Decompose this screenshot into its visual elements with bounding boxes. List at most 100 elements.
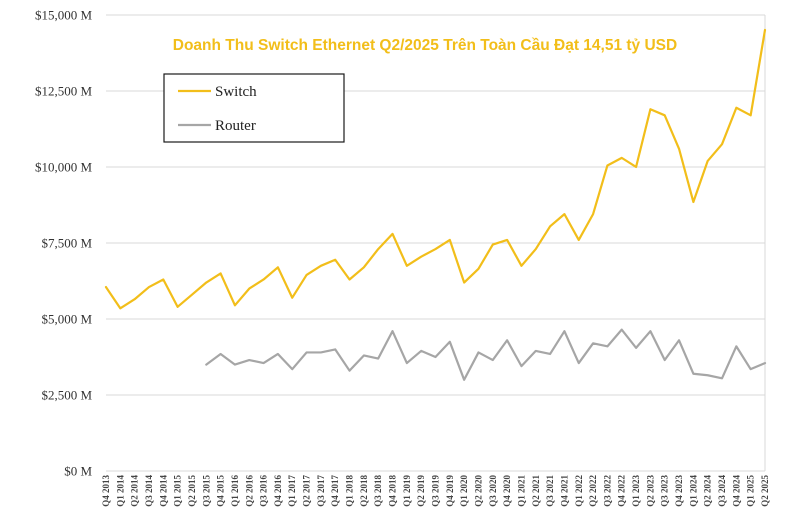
- y-tick-label: $5,000 M: [41, 312, 92, 327]
- data-point-switch: [333, 258, 337, 262]
- x-tick-label: Q2 2025: [760, 475, 770, 507]
- x-tick-label: Q3 2014: [144, 475, 154, 507]
- y-tick-label: $0 M: [64, 464, 92, 479]
- x-tick-label: Q2 2015: [187, 475, 197, 507]
- data-point-router: [261, 361, 265, 365]
- data-point-router: [591, 341, 595, 345]
- data-point-switch: [290, 296, 294, 300]
- data-point-switch: [605, 163, 609, 167]
- x-tick-label: Q2 2024: [703, 475, 713, 507]
- data-point-switch: [147, 285, 151, 289]
- x-tick-label: Q3 2024: [717, 475, 727, 507]
- x-tick-label: Q2 2020: [473, 475, 483, 507]
- series-lines: [104, 28, 767, 382]
- data-point-switch: [562, 212, 566, 216]
- data-point-router: [491, 358, 495, 362]
- data-point-router: [247, 358, 251, 362]
- data-point-switch: [448, 238, 452, 242]
- data-point-switch: [104, 285, 108, 289]
- x-tick-label: Q4 2019: [445, 475, 455, 507]
- y-axis-ticks: $0 M $2,500 M $5,000 M $7,500 M $10,000 M $12…: [35, 8, 93, 479]
- x-tick-label: Q2 2021: [531, 475, 541, 507]
- x-tick-label: Q4 2020: [502, 475, 512, 507]
- data-point-switch: [161, 277, 165, 281]
- data-point-router: [419, 349, 423, 353]
- x-tick-label: Q2 2016: [244, 475, 254, 507]
- data-point-switch: [319, 264, 323, 268]
- x-tick-label: Q3 2019: [431, 475, 441, 507]
- x-tick-label: Q2 2022: [588, 475, 598, 507]
- x-tick-label: Q4 2018: [388, 475, 398, 507]
- x-tick-label: Q3 2017: [316, 475, 326, 507]
- data-point-switch: [462, 280, 466, 284]
- data-point-switch: [519, 264, 523, 268]
- x-tick-label: Q3 2021: [545, 475, 555, 507]
- data-point-router: [290, 367, 294, 371]
- data-point-switch: [648, 107, 652, 111]
- data-point-switch: [720, 142, 724, 146]
- data-point-switch: [204, 280, 208, 284]
- x-tick-label: Q2 2019: [416, 475, 426, 507]
- data-point-router: [204, 362, 208, 366]
- y-tick-label: $15,000 M: [35, 8, 93, 23]
- data-point-switch: [233, 303, 237, 307]
- data-point-router: [448, 340, 452, 344]
- chart-title: Doanh Thu Switch Ethernet Q2/2025 Trên T…: [173, 37, 677, 54]
- data-point-router: [233, 362, 237, 366]
- data-point-router: [620, 327, 624, 331]
- x-tick-label: Q1 2014: [115, 475, 125, 507]
- x-tick-label: Q1 2022: [574, 475, 584, 507]
- data-point-switch: [505, 238, 509, 242]
- x-tick-label: Q1 2024: [688, 475, 698, 507]
- data-point-router: [548, 352, 552, 356]
- data-point-router: [519, 364, 523, 368]
- legend: Switch Router: [163, 73, 345, 143]
- data-point-switch: [748, 113, 752, 117]
- data-point-switch: [362, 265, 366, 269]
- data-point-router: [390, 329, 394, 333]
- y-tick-label: $10,000 M: [35, 160, 93, 175]
- data-point-router: [347, 368, 351, 372]
- data-point-router: [462, 378, 466, 382]
- data-point-router: [218, 352, 222, 356]
- data-point-switch: [132, 297, 136, 301]
- data-point-router: [677, 338, 681, 342]
- data-point-router: [276, 352, 280, 356]
- data-point-router: [648, 329, 652, 333]
- data-point-switch: [734, 106, 738, 110]
- data-point-router: [763, 361, 767, 365]
- data-point-switch: [405, 264, 409, 268]
- data-point-switch: [376, 247, 380, 251]
- data-point-router: [577, 361, 581, 365]
- x-tick-label: Q4 2022: [617, 475, 627, 507]
- data-point-switch: [620, 156, 624, 160]
- x-tick-label: Q1 2025: [746, 475, 756, 507]
- data-point-router: [634, 346, 638, 350]
- data-point-router: [534, 349, 538, 353]
- data-point-switch: [491, 242, 495, 246]
- data-point-switch: [304, 273, 308, 277]
- x-tick-label: Q1 2018: [345, 475, 355, 507]
- x-tick-label: Q3 2016: [259, 475, 269, 507]
- x-tick-label: Q3 2015: [201, 475, 211, 507]
- x-tick-label: Q4 2024: [731, 475, 741, 507]
- x-tick-label: Q2 2023: [645, 475, 655, 507]
- x-axis-ticks: Q4 2013 Q1 2014 Q2 2014 Q3 2014 Q4 2014 Q1 20…: [101, 475, 770, 507]
- x-tick-label: Q3 2020: [488, 475, 498, 507]
- data-point-switch: [247, 286, 251, 290]
- x-tick-label: Q3 2022: [602, 475, 612, 507]
- data-point-router: [663, 358, 667, 362]
- data-point-router: [734, 344, 738, 348]
- x-tick-label: Q1 2021: [516, 475, 526, 507]
- data-point-router: [376, 356, 380, 360]
- data-point-switch: [763, 28, 767, 32]
- data-point-router: [433, 355, 437, 359]
- data-point-switch: [433, 247, 437, 251]
- x-tick-label: Q4 2023: [674, 475, 684, 507]
- legend-label-router: Router: [215, 118, 256, 134]
- data-point-switch: [261, 277, 265, 281]
- data-point-router: [748, 367, 752, 371]
- legend-box: [163, 73, 345, 143]
- x-tick-label: Q1 2019: [402, 475, 412, 507]
